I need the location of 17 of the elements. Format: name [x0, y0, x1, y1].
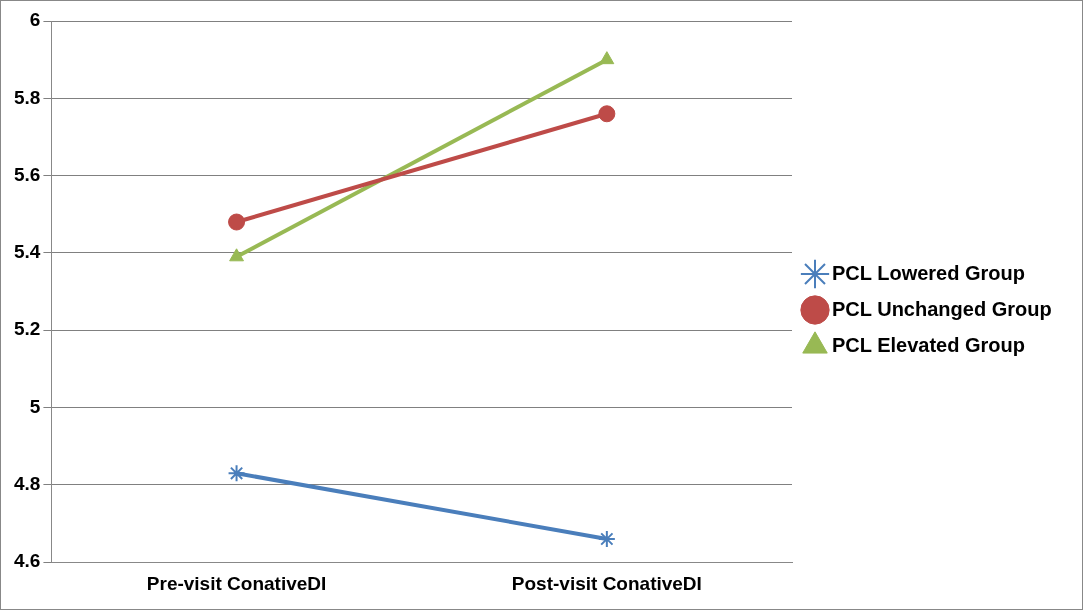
point	[598, 105, 616, 123]
legend-label: PCL Elevated Group	[832, 333, 1026, 356]
y-tick-label: 5.6	[13, 163, 41, 185]
y-tick-label: 4.8	[13, 473, 41, 495]
legend-label: PCL Lowered Group	[832, 261, 1025, 284]
y-tick-label: 5.4	[13, 241, 41, 263]
x-tick-label: Post-visit ConativeDI	[511, 572, 702, 594]
point	[228, 213, 246, 231]
x-tick-label: Pre-visit ConativeDI	[146, 572, 327, 594]
legend-label: PCL Unchanged Group	[832, 297, 1052, 320]
y-tick-label: 5.2	[13, 318, 41, 340]
y-tick-label: 6	[29, 9, 41, 31]
point	[227, 464, 246, 483]
y-tick-label: 4.6	[13, 550, 41, 572]
y-tick-label: 5.8	[13, 86, 41, 108]
point	[597, 530, 616, 549]
y-tick-label: 5	[29, 395, 41, 417]
